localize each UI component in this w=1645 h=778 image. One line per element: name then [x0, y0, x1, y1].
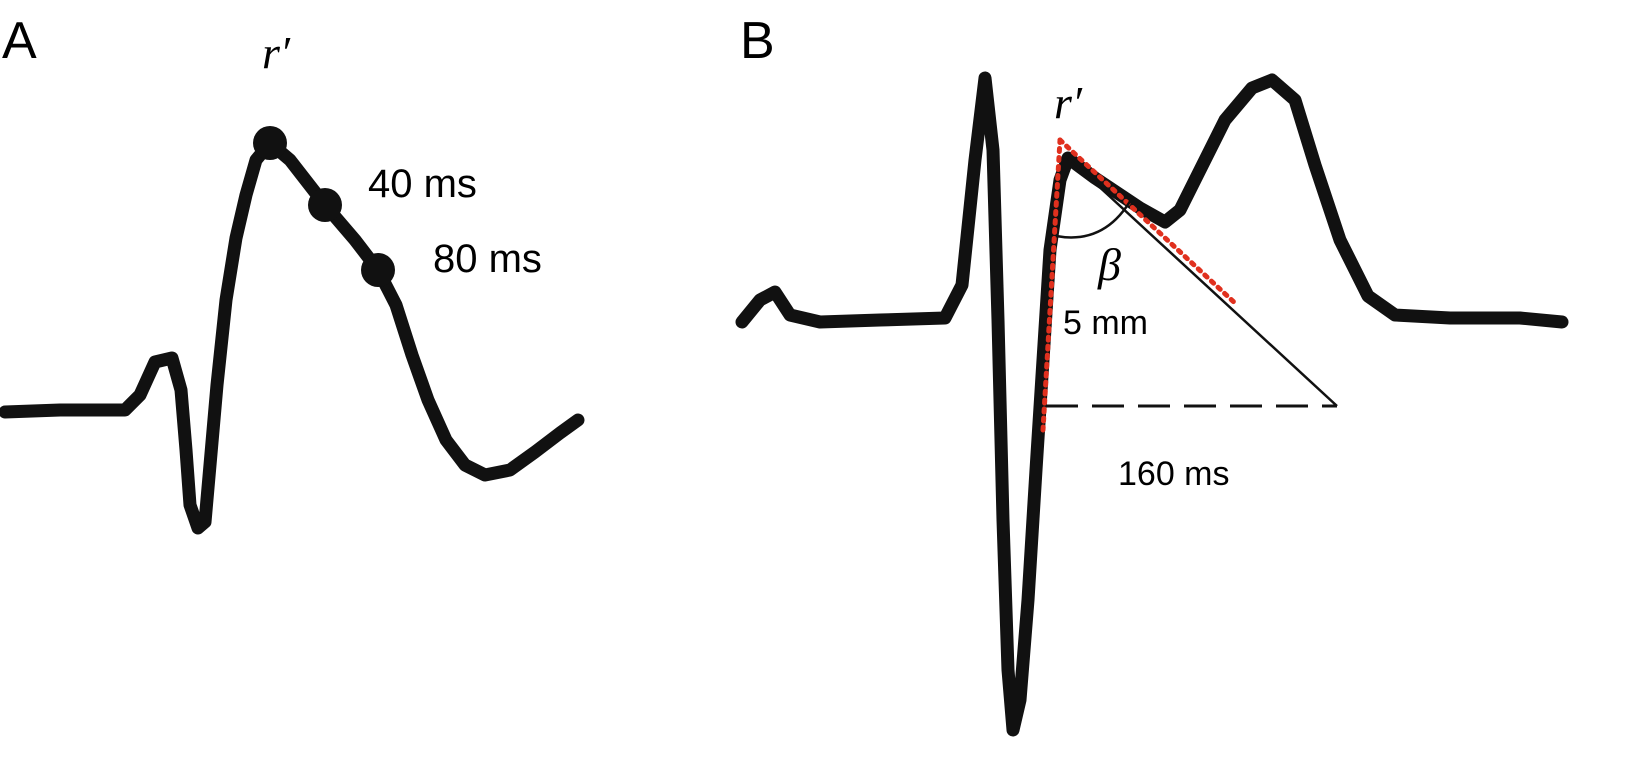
panel-b-ecg-trace	[735, 71, 1569, 737]
marker-80ms	[361, 253, 395, 287]
angle-beta-label: β	[1097, 239, 1121, 290]
tangent-downslope	[1057, 137, 1240, 308]
label-80ms: 80 ms	[433, 237, 542, 281]
panel-a-peak-label: r′	[262, 27, 291, 78]
label-40ms: 40 ms	[368, 162, 477, 206]
triangle-hypotenuse	[1067, 157, 1338, 407]
panel-b-label: B	[740, 12, 775, 70]
angle-beta-arc	[1055, 197, 1134, 239]
marker-40ms	[308, 188, 342, 222]
panel-b-peak-label: r′	[1054, 77, 1083, 128]
panel-a: A r′ 40 ms 80 ms	[0, 12, 585, 535]
peak-marker	[253, 126, 287, 160]
panel-a-ecg-trace	[0, 136, 585, 535]
panel-b: B r′ β 5 mm 160 ms	[735, 12, 1569, 737]
tangent-upslope	[1040, 137, 1063, 433]
panel-a-label: A	[2, 12, 37, 70]
base-160ms-label: 160 ms	[1118, 455, 1230, 493]
height-5mm-label: 5 mm	[1063, 304, 1148, 342]
